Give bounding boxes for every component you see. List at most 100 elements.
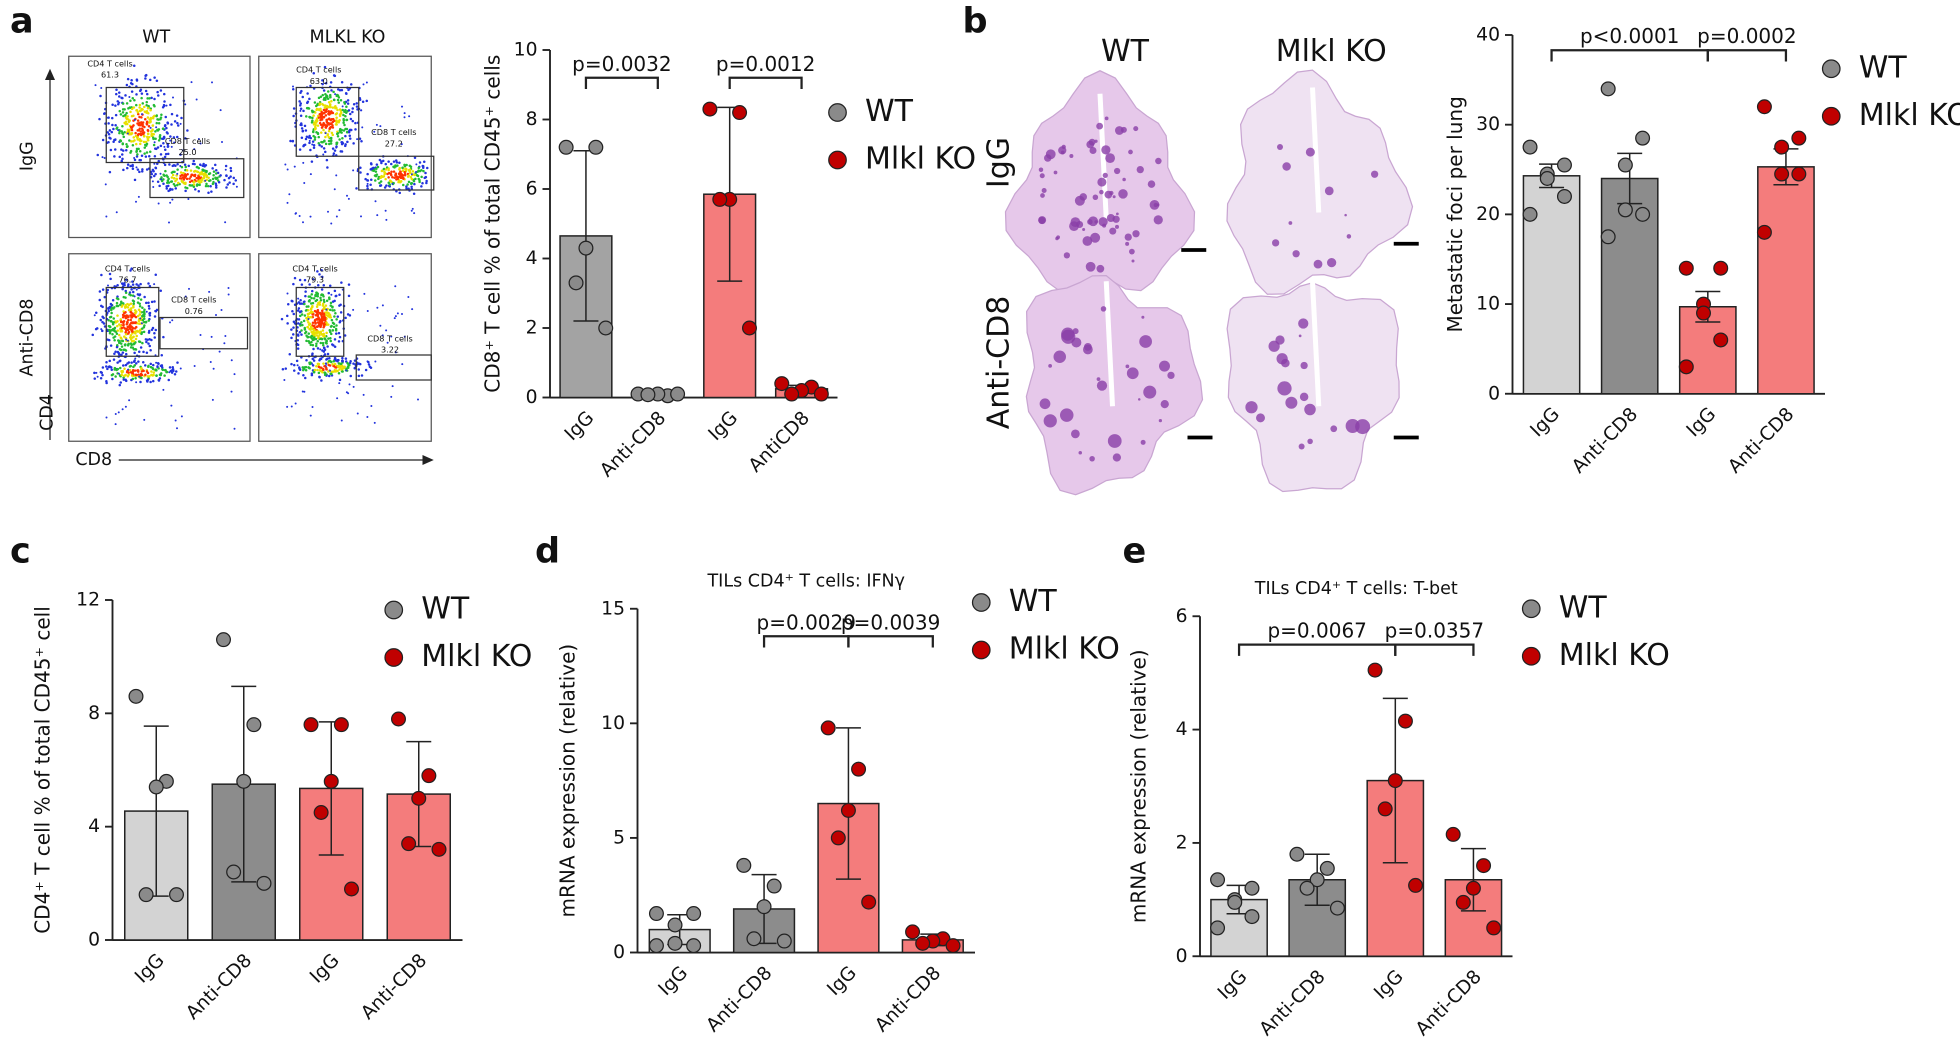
event-dot xyxy=(148,329,151,333)
event-dot xyxy=(374,200,377,203)
metastatic-focus xyxy=(1305,147,1315,157)
event-dot xyxy=(318,375,321,379)
metastatic-focus xyxy=(1044,154,1052,162)
event-dot xyxy=(173,120,177,123)
event-dot xyxy=(139,310,142,313)
event-dot xyxy=(140,116,143,119)
event-dot xyxy=(129,164,132,168)
data-point xyxy=(1445,826,1461,842)
event-dot xyxy=(120,326,124,330)
event-dot xyxy=(136,293,140,296)
event-dot xyxy=(300,310,303,313)
event-dot xyxy=(129,318,133,322)
data-point xyxy=(1635,130,1651,146)
event-dot xyxy=(116,329,120,332)
event-dot xyxy=(311,140,315,143)
event-dot xyxy=(187,197,190,200)
event-dot xyxy=(345,118,348,122)
event-dot xyxy=(160,179,164,183)
event-dot xyxy=(359,166,362,169)
event-dot xyxy=(335,119,338,122)
event-dot xyxy=(286,168,289,171)
event-dot xyxy=(119,113,123,116)
event-dot xyxy=(346,102,350,105)
metastatic-focus xyxy=(1101,145,1111,155)
event-dot xyxy=(405,187,408,190)
event-dot xyxy=(401,166,404,169)
event-dot xyxy=(329,105,332,109)
event-dot xyxy=(391,385,394,388)
event-dot xyxy=(382,167,386,171)
event-dot xyxy=(395,159,398,162)
event-dot xyxy=(160,354,163,357)
event-dot xyxy=(174,419,177,422)
event-dot xyxy=(345,369,348,372)
event-dot xyxy=(135,310,138,313)
event-dot xyxy=(417,166,420,170)
event-dot xyxy=(280,317,284,321)
event-dot xyxy=(373,174,377,177)
event-dot xyxy=(369,183,372,186)
event-dot xyxy=(141,168,144,171)
column-label: WT xyxy=(142,28,170,48)
event-dot xyxy=(291,300,294,303)
event-dot xyxy=(161,366,164,369)
data-point xyxy=(236,773,252,789)
event-dot xyxy=(176,162,179,166)
event-dot xyxy=(113,155,116,158)
event-dot xyxy=(311,352,314,355)
event-dot xyxy=(345,131,349,134)
event-dot xyxy=(376,306,379,309)
event-dot xyxy=(153,336,157,339)
event-dot xyxy=(336,98,340,102)
event-dot xyxy=(324,125,327,129)
event-dot xyxy=(101,366,105,369)
event-dot xyxy=(120,96,123,100)
event-dot xyxy=(149,150,152,153)
x-tick-label: IgG xyxy=(1214,966,1251,1003)
event-dot xyxy=(98,117,101,121)
event-dot xyxy=(163,124,167,128)
event-dot xyxy=(130,140,133,143)
event-dot xyxy=(137,112,140,116)
event-dot xyxy=(311,289,314,293)
metastatic-focus xyxy=(1277,144,1283,150)
event-dot xyxy=(339,150,343,153)
metastatic-focus xyxy=(1133,126,1139,132)
event-dot xyxy=(310,160,314,163)
event-dot xyxy=(334,107,337,110)
event-dot xyxy=(151,367,155,371)
event-dot xyxy=(175,370,178,373)
event-dot xyxy=(317,108,320,111)
event-dot xyxy=(324,142,328,146)
event-dot xyxy=(301,323,304,327)
y-axis-label: mRNA expression (relative) xyxy=(555,644,579,918)
event-dot xyxy=(314,293,317,297)
row-label: IgG xyxy=(982,137,1017,188)
data-point xyxy=(401,836,417,852)
event-dot xyxy=(159,172,162,175)
event-dot xyxy=(232,176,236,180)
event-dot xyxy=(113,352,116,355)
metastatic-focus xyxy=(1099,189,1104,195)
event-dot xyxy=(311,116,314,120)
event-dot xyxy=(118,333,121,337)
event-dot xyxy=(385,329,388,332)
event-dot xyxy=(325,158,329,162)
event-dot xyxy=(148,97,151,100)
event-dot xyxy=(401,363,404,366)
event-dot xyxy=(386,341,389,344)
event-dot xyxy=(123,335,126,338)
event-dot xyxy=(319,348,322,351)
event-dot xyxy=(204,184,208,188)
event-dot xyxy=(110,373,114,377)
event-dot xyxy=(112,127,115,131)
gate-value: 79.3 xyxy=(306,275,324,285)
event-dot xyxy=(119,324,122,327)
event-dot xyxy=(152,143,156,147)
data-point xyxy=(1635,206,1651,222)
event-dot xyxy=(133,330,136,334)
event-dot xyxy=(227,176,231,180)
event-dot xyxy=(315,342,318,345)
